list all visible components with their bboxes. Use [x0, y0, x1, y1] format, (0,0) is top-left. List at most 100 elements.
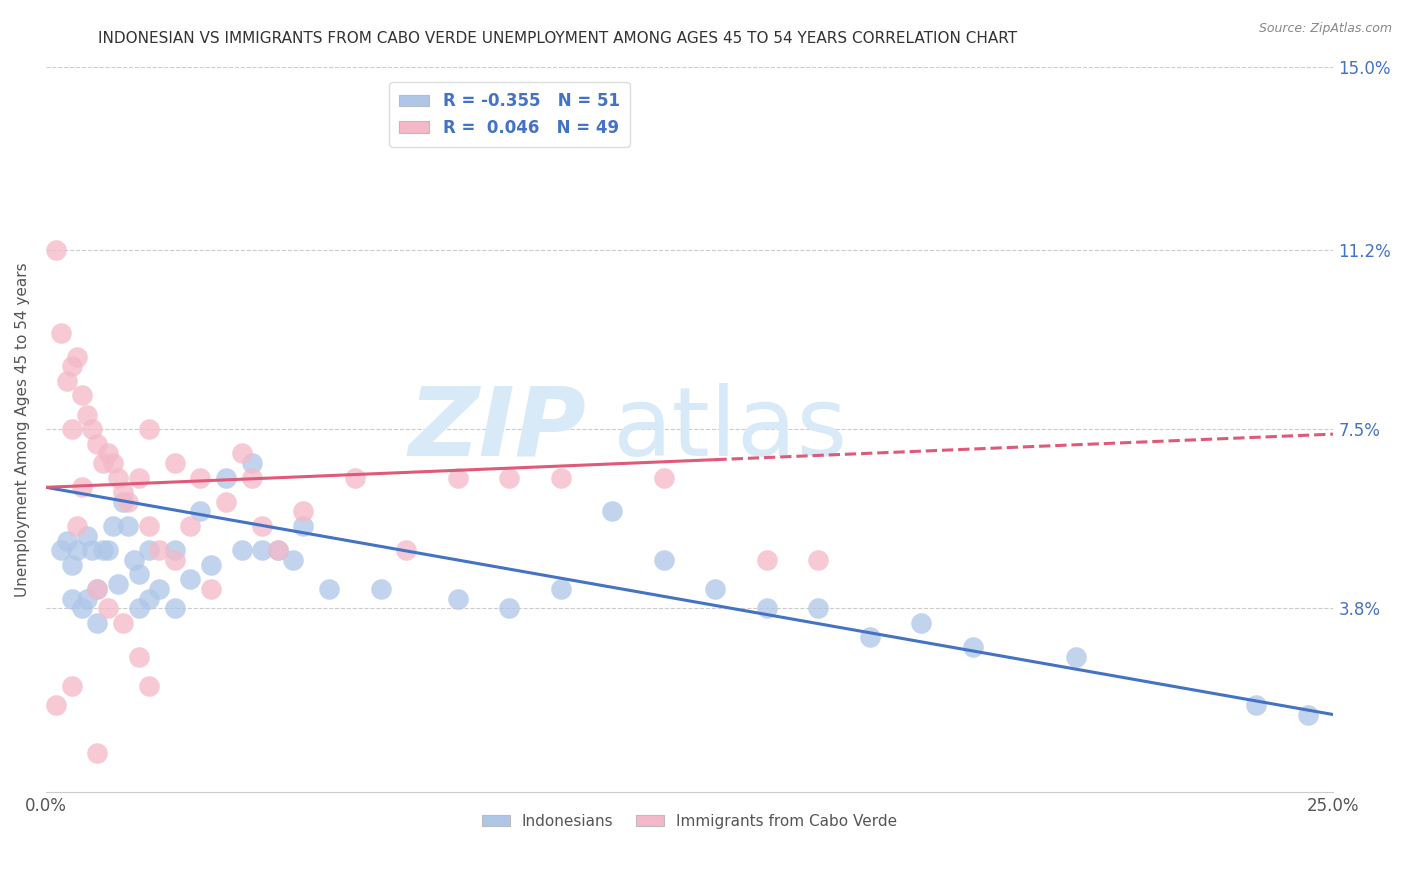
Point — [82, 543, 104, 558]
Point — [240, 470, 263, 484]
Point — [60, 422, 83, 436]
Point — [550, 470, 572, 484]
Point — [215, 470, 238, 484]
Point — [498, 601, 520, 615]
Point — [602, 504, 624, 518]
Point — [215, 495, 238, 509]
Point — [252, 543, 274, 558]
Point — [97, 446, 120, 460]
Point — [138, 679, 160, 693]
Point — [962, 640, 984, 654]
Point — [86, 582, 108, 596]
Point — [343, 470, 366, 484]
Point — [128, 649, 150, 664]
Point — [138, 591, 160, 606]
Point — [755, 553, 778, 567]
Point — [60, 558, 83, 572]
Point — [76, 529, 98, 543]
Point — [122, 553, 145, 567]
Point — [101, 456, 124, 470]
Point — [45, 698, 67, 712]
Point — [395, 543, 418, 558]
Point — [55, 533, 77, 548]
Point — [86, 746, 108, 760]
Point — [101, 519, 124, 533]
Point — [231, 446, 253, 460]
Point — [148, 582, 170, 596]
Point — [179, 519, 201, 533]
Point — [292, 519, 315, 533]
Point — [163, 553, 186, 567]
Point — [55, 374, 77, 388]
Point — [1064, 649, 1087, 664]
Point — [859, 630, 882, 644]
Point — [86, 437, 108, 451]
Point — [807, 553, 830, 567]
Point — [807, 601, 830, 615]
Point — [910, 615, 932, 630]
Point — [138, 422, 160, 436]
Point — [70, 601, 93, 615]
Point — [138, 519, 160, 533]
Point — [179, 572, 201, 586]
Point — [51, 326, 73, 340]
Point — [267, 543, 290, 558]
Point — [704, 582, 727, 596]
Point — [163, 456, 186, 470]
Point — [498, 470, 520, 484]
Point — [107, 577, 129, 591]
Point — [447, 591, 470, 606]
Point — [60, 591, 83, 606]
Point — [370, 582, 392, 596]
Point — [112, 495, 135, 509]
Point — [86, 615, 108, 630]
Text: atlas: atlas — [613, 383, 848, 475]
Point — [550, 582, 572, 596]
Point — [148, 543, 170, 558]
Point — [240, 456, 263, 470]
Point — [91, 456, 114, 470]
Point — [128, 470, 150, 484]
Point — [447, 470, 470, 484]
Point — [755, 601, 778, 615]
Point — [267, 543, 290, 558]
Point — [66, 543, 89, 558]
Point — [292, 504, 315, 518]
Point — [231, 543, 253, 558]
Point — [163, 601, 186, 615]
Point — [138, 543, 160, 558]
Point — [200, 558, 222, 572]
Point — [60, 679, 83, 693]
Point — [652, 553, 675, 567]
Legend: Indonesians, Immigrants from Cabo Verde: Indonesians, Immigrants from Cabo Verde — [477, 808, 903, 835]
Point — [190, 470, 212, 484]
Text: Source: ZipAtlas.com: Source: ZipAtlas.com — [1258, 22, 1392, 36]
Point — [86, 582, 108, 596]
Point — [107, 470, 129, 484]
Point — [60, 359, 83, 374]
Point — [82, 422, 104, 436]
Point — [76, 408, 98, 422]
Point — [283, 553, 305, 567]
Point — [652, 470, 675, 484]
Point — [1244, 698, 1267, 712]
Point — [66, 519, 89, 533]
Point — [76, 591, 98, 606]
Point — [51, 543, 73, 558]
Point — [252, 519, 274, 533]
Point — [117, 495, 139, 509]
Point — [128, 567, 150, 582]
Point — [70, 480, 93, 494]
Point — [97, 543, 120, 558]
Point — [112, 615, 135, 630]
Point — [318, 582, 340, 596]
Text: INDONESIAN VS IMMIGRANTS FROM CABO VERDE UNEMPLOYMENT AMONG AGES 45 TO 54 YEARS : INDONESIAN VS IMMIGRANTS FROM CABO VERDE… — [98, 31, 1018, 46]
Point — [97, 601, 120, 615]
Point — [190, 504, 212, 518]
Point — [117, 519, 139, 533]
Point — [70, 388, 93, 402]
Point — [1296, 707, 1319, 722]
Point — [128, 601, 150, 615]
Y-axis label: Unemployment Among Ages 45 to 54 years: Unemployment Among Ages 45 to 54 years — [15, 262, 30, 597]
Text: ZIP: ZIP — [409, 383, 586, 475]
